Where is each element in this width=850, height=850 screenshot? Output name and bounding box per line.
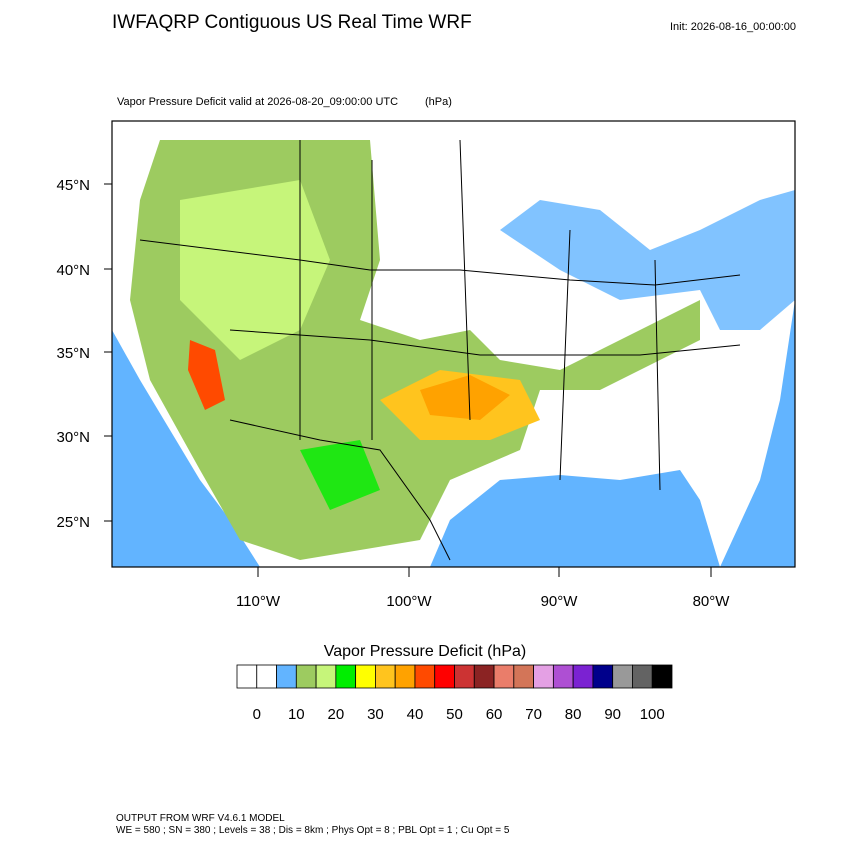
footer-line: WE = 580 ; SN = 380 ; Levels = 38 ; Dis … xyxy=(116,825,510,836)
colorbar-label: 60 xyxy=(486,706,503,723)
colorbar-box xyxy=(572,664,594,689)
title: IWFAQRP Contiguous US Real Time WRF xyxy=(112,12,472,33)
colorbar-label: 90 xyxy=(604,706,621,723)
footer-line: OUTPUT FROM WRF V4.6.1 MODEL xyxy=(116,813,285,824)
atlantic xyxy=(720,300,795,567)
colorbar-label: 100 xyxy=(640,706,665,723)
colorbar-label: 80 xyxy=(565,706,582,723)
colorbar-box xyxy=(434,664,455,689)
colorbar-box xyxy=(236,664,258,689)
colorbar-box xyxy=(533,664,554,689)
colorbar-box xyxy=(513,664,534,689)
texas-very-dry xyxy=(420,375,510,420)
lon-label: 80°W xyxy=(693,593,731,610)
desert-hot xyxy=(188,340,225,410)
colorbar-box xyxy=(592,664,614,689)
colorbar-label: 70 xyxy=(525,706,542,723)
pacific xyxy=(112,330,260,567)
map xyxy=(111,120,796,568)
colorbar-label: 50 xyxy=(446,706,463,723)
lat-label: 25°N xyxy=(56,514,90,531)
drier-region xyxy=(180,180,330,360)
colorbar-box xyxy=(493,664,515,689)
northeast-moist xyxy=(500,190,795,330)
colorbar-box xyxy=(315,664,337,689)
lon-label: 100°W xyxy=(386,593,432,610)
lon-label: 90°W xyxy=(541,593,579,610)
colorbar-box xyxy=(612,664,633,689)
lon-label: 110°W xyxy=(236,593,281,610)
colorbar-box xyxy=(256,664,277,689)
colorbar-box xyxy=(651,664,673,689)
colorbar-box xyxy=(414,664,436,689)
map-frame xyxy=(111,120,796,568)
colorbar-box xyxy=(276,664,297,689)
colorbar: 0 10 20 30 40 50 60 70 80 90 100 xyxy=(236,664,673,723)
colorbar-box xyxy=(394,664,416,689)
units: (hPa) xyxy=(425,96,452,108)
colorbar-label: 40 xyxy=(407,706,424,723)
gulf xyxy=(430,470,720,567)
colorbar-box xyxy=(552,664,574,689)
lat-label: 40°N xyxy=(56,262,90,279)
mexico-dry xyxy=(300,440,380,510)
colorbar-box xyxy=(454,664,475,689)
init-time: Init: 2026-08-16_00:00:00 xyxy=(670,21,796,33)
lat-label: 35°N xyxy=(56,345,90,362)
colorbar-box xyxy=(355,664,376,689)
colorbar-box xyxy=(295,664,317,689)
colorbar-box xyxy=(335,664,357,689)
colorbar-box xyxy=(632,664,653,689)
lat-label: 45°N xyxy=(56,177,90,194)
colorbar-title: Vapor Pressure Deficit (hPa) xyxy=(324,643,526,660)
subtitle: Vapor Pressure Deficit valid at 2026-08-… xyxy=(117,96,398,108)
lat-label: 30°N xyxy=(56,429,90,446)
colorbar-box xyxy=(473,664,495,689)
colorbar-box xyxy=(375,664,396,689)
colorbar-label: 20 xyxy=(328,706,345,723)
colorbar-label: 30 xyxy=(367,706,384,723)
colorbar-label: 10 xyxy=(288,706,305,723)
colorbar-label: 0 xyxy=(253,706,261,723)
